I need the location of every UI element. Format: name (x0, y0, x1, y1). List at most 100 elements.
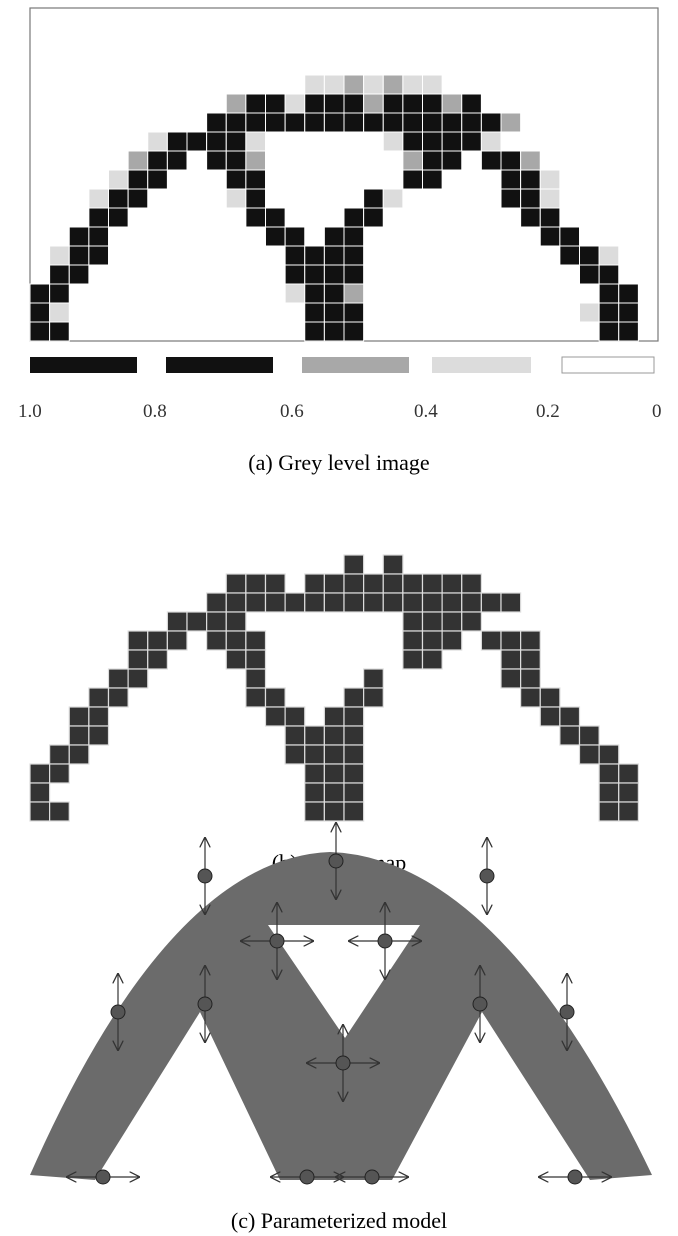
grey-cell (580, 303, 600, 322)
grey-cell (423, 75, 443, 94)
binary-cell (324, 707, 344, 726)
grey-cell (521, 189, 541, 208)
grey-cell (30, 322, 50, 341)
binary-cell (580, 745, 600, 764)
control-point (378, 934, 392, 948)
binary-cell (285, 745, 305, 764)
scale-swatch (432, 357, 531, 373)
binary-cell (148, 631, 168, 650)
binary-cell (226, 574, 246, 593)
grey-cell (599, 246, 619, 265)
grey-cell (403, 151, 423, 170)
binary-cell (344, 726, 364, 745)
binary-cell (285, 726, 305, 745)
binary-cell (599, 802, 619, 821)
scale-swatch (166, 357, 273, 373)
control-point (560, 1005, 574, 1019)
binary-cell (619, 764, 639, 783)
grey-cell (383, 189, 403, 208)
grey-cell (619, 322, 639, 341)
binary-cell (344, 802, 364, 821)
binary-cell (266, 707, 286, 726)
binary-cell (207, 631, 227, 650)
grey-cell (50, 246, 70, 265)
binary-cell (403, 650, 423, 669)
grey-cell (246, 189, 266, 208)
grey-cell (344, 208, 364, 227)
grey-cell (364, 113, 384, 132)
grey-cell (462, 113, 482, 132)
binary-cell (501, 669, 521, 688)
binary-cell (442, 612, 462, 631)
binary-cell (501, 631, 521, 650)
grey-cell (167, 132, 187, 151)
grey-cell (50, 322, 70, 341)
grey-cell (344, 75, 364, 94)
grey-cell (246, 170, 266, 189)
binary-cell (481, 631, 501, 650)
grey-cell (501, 113, 521, 132)
grey-cell (324, 227, 344, 246)
scale-swatch (30, 357, 137, 373)
binary-cell (207, 593, 227, 612)
grey-cell (305, 113, 325, 132)
grey-cell (324, 246, 344, 265)
grey-cell (109, 208, 129, 227)
binary-cell (344, 783, 364, 802)
binary-cell (30, 802, 50, 821)
binary-cell (128, 631, 148, 650)
binary-cell (344, 745, 364, 764)
binary-cell (226, 612, 246, 631)
scale-label: 0.6 (280, 401, 304, 422)
grey-cell (89, 227, 109, 246)
grey-cell (285, 265, 305, 284)
binary-cell (305, 745, 325, 764)
grey-cell (462, 94, 482, 113)
grey-cell (423, 94, 443, 113)
grey-cell (423, 113, 443, 132)
grey-cell (344, 322, 364, 341)
binary-cell (285, 593, 305, 612)
grey-cell (226, 132, 246, 151)
binary-cell (324, 783, 344, 802)
grey-cell (305, 284, 325, 303)
grey-cell (128, 189, 148, 208)
scale-label: 0.8 (143, 401, 167, 422)
grey-cell (423, 170, 443, 189)
binary-cell (344, 688, 364, 707)
binary-cell (50, 764, 70, 783)
grey-cell (128, 170, 148, 189)
binary-cell (599, 783, 619, 802)
grey-cell (226, 151, 246, 170)
grey-cell (521, 208, 541, 227)
binary-cell (364, 574, 384, 593)
binary-cell (442, 574, 462, 593)
grey-cell (599, 265, 619, 284)
binary-cell (344, 764, 364, 783)
binary-cell (246, 688, 266, 707)
binary-cell (109, 688, 129, 707)
grey-cell (69, 227, 89, 246)
binary-cell (540, 688, 560, 707)
grey-cell (305, 94, 325, 113)
binary-cell (324, 764, 344, 783)
binary-cell (619, 802, 639, 821)
grey-cell (481, 113, 501, 132)
binary-cell (109, 669, 129, 688)
binary-cell (364, 593, 384, 612)
binary-cell (69, 707, 89, 726)
grey-cell (462, 132, 482, 151)
grey-cell (540, 208, 560, 227)
grey-level-grid (30, 75, 638, 341)
control-point (198, 997, 212, 1011)
binary-cell (580, 726, 600, 745)
grey-cell (148, 151, 168, 170)
grey-cell (109, 170, 129, 189)
grey-cell (442, 113, 462, 132)
grey-cell (540, 189, 560, 208)
grey-cell (442, 151, 462, 170)
binary-cell (403, 574, 423, 593)
binary-cell (89, 688, 109, 707)
grey-cell (246, 151, 266, 170)
control-point (473, 997, 487, 1011)
